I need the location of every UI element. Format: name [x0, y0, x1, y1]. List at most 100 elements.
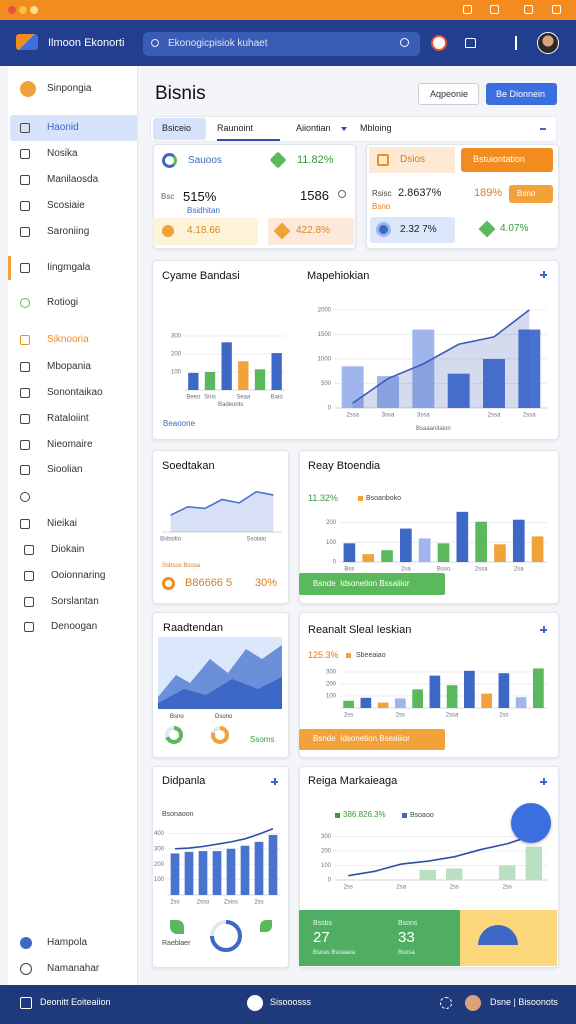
sidebar-item[interactable]: Mbopania	[47, 361, 91, 372]
y-tick-label: 100	[326, 694, 337, 700]
sidebar-item[interactable]: Denoogan	[51, 621, 98, 632]
stats-block	[299, 910, 460, 966]
panel-button[interactable]: Bsnde Idsonetion Bssaiiior	[299, 573, 445, 595]
y-tick-label: 200	[326, 682, 337, 688]
x-tick-label: 2ss	[344, 885, 353, 891]
panel-stat: B86666 5	[185, 577, 233, 589]
tab-bar	[150, 116, 557, 142]
panel-title: Soedtakan	[162, 460, 215, 472]
window-icon[interactable]	[552, 5, 561, 14]
x-tick-label: 2sa	[396, 885, 406, 891]
sidebar-item[interactable]: Scosiaie	[47, 200, 85, 211]
kpi-chip	[369, 147, 455, 173]
tab[interactable]: Mbloing	[360, 123, 392, 133]
landscape-image	[158, 637, 282, 709]
sidebar-footer-item[interactable]: Hampola	[47, 937, 88, 948]
panel-button[interactable]: Bsnde Idsonetion Bseaiiior	[299, 729, 445, 750]
axis-label: Bsaaanitaion	[416, 426, 451, 432]
kpi-icon	[338, 190, 346, 198]
window-icon[interactable]	[524, 5, 533, 14]
x-tick-label: Bsbsitio	[160, 537, 182, 543]
sidebar-item[interactable]: Sorslantan	[51, 596, 99, 607]
sidebar-icon	[20, 123, 30, 133]
sidebar-item[interactable]: Haonid	[47, 122, 79, 133]
bar	[238, 361, 249, 390]
sidebar-item[interactable]: Iingmgala	[47, 262, 91, 273]
sidebar-item[interactable]: Manilaosda	[47, 174, 99, 185]
sidebar-item[interactable]: Rotiogi	[47, 297, 79, 308]
bar	[412, 689, 423, 708]
tab-add[interactable]	[540, 128, 546, 130]
tab[interactable]: Bsiceio	[162, 123, 192, 133]
action-icon[interactable]	[511, 803, 551, 843]
card-add[interactable]	[274, 778, 276, 785]
kpi-tag-label: Bsno	[517, 189, 536, 198]
menu-icon[interactable]	[515, 36, 517, 50]
tab[interactable]: Raunoint	[217, 123, 254, 133]
sidebar-icon	[20, 227, 30, 237]
card-add[interactable]	[543, 626, 545, 633]
notification-icon[interactable]	[431, 35, 447, 51]
sidebar-footer-item[interactable]: Namanahar	[47, 963, 100, 974]
footer-text[interactable]: Dsne | Bisoonots	[490, 997, 558, 1007]
y-tick-label: 0	[328, 878, 332, 884]
x-tick-label: 2ss	[344, 713, 353, 719]
y-tick-label: 200	[326, 520, 337, 526]
x-tick-label: Snis	[204, 395, 216, 401]
sidebar-item[interactable]: Diokain	[51, 544, 85, 555]
search-box[interactable]	[143, 32, 420, 56]
card-add[interactable]	[543, 778, 545, 785]
bar	[437, 543, 450, 562]
line	[170, 490, 274, 516]
bar	[395, 698, 406, 708]
sidebar-item[interactable]: Siknooria	[47, 334, 89, 345]
bar	[343, 543, 356, 562]
y-tick-label: 100	[321, 863, 332, 869]
sidebar-item[interactable]: Ooionnaring	[51, 570, 106, 581]
x-tick-label: 2ss	[499, 713, 508, 719]
panel-link[interactable]: Beaoone	[163, 419, 196, 428]
legend-swatch	[335, 813, 340, 818]
sidebar-item[interactable]: Sioolian	[47, 464, 83, 475]
chart: Bsbsitio Ssoiaio	[160, 490, 282, 543]
sidebar-icon	[20, 519, 30, 529]
brand-icon	[20, 81, 36, 97]
donut	[210, 920, 242, 952]
kpi-chip-value: 422.8%	[296, 225, 330, 236]
sidebar-item[interactable]: Sonontaikao	[47, 387, 103, 398]
bar	[419, 869, 436, 880]
window-dot[interactable]	[19, 6, 27, 14]
sidebar-item[interactable]: Rataloiint	[47, 413, 89, 424]
y-tick-label: 1000	[318, 357, 332, 363]
window-dot[interactable]	[30, 6, 38, 14]
panel-title: Reanalt Sleal Ieskian	[308, 624, 412, 636]
sidebar-item[interactable]: Nosika	[47, 148, 78, 159]
window-icon[interactable]	[463, 5, 472, 14]
footer-text[interactable]: Sisooosss	[270, 997, 312, 1007]
item-marker	[8, 256, 11, 280]
y-tick-label: 100	[171, 370, 182, 376]
panel-button-label: Bsnde Idsonetion Bseaiiior	[313, 734, 410, 743]
bar	[226, 848, 236, 895]
tab-caret	[341, 127, 347, 131]
x-tick-label: Baio	[271, 395, 284, 401]
bar	[400, 528, 412, 562]
card-add[interactable]	[543, 271, 545, 278]
card	[152, 260, 559, 440]
card	[152, 450, 289, 604]
footer-text[interactable]: Deonitt Eoiteaiion	[40, 997, 111, 1007]
kpi-chip-value: 2.32 7%	[400, 224, 437, 235]
home-icon[interactable]	[465, 38, 476, 48]
bar	[204, 372, 216, 390]
sidebar-item[interactable]: Nieikai	[47, 518, 78, 529]
kpi-button[interactable]: Bstuiontation	[461, 148, 553, 172]
sidebar-item[interactable]: Saroniing	[47, 226, 90, 237]
x-tick-label: 3ssa	[382, 413, 395, 419]
sidebar-item[interactable]: Nieomaire	[47, 439, 93, 450]
window-icon[interactable]	[490, 5, 499, 14]
avatar[interactable]	[537, 32, 559, 54]
window-dot[interactable]	[8, 6, 16, 14]
tab[interactable]: Aiiontian	[296, 123, 331, 133]
button[interactable]: Aqpeonie	[418, 83, 479, 105]
button[interactable]: Be Dionnein	[486, 83, 557, 105]
